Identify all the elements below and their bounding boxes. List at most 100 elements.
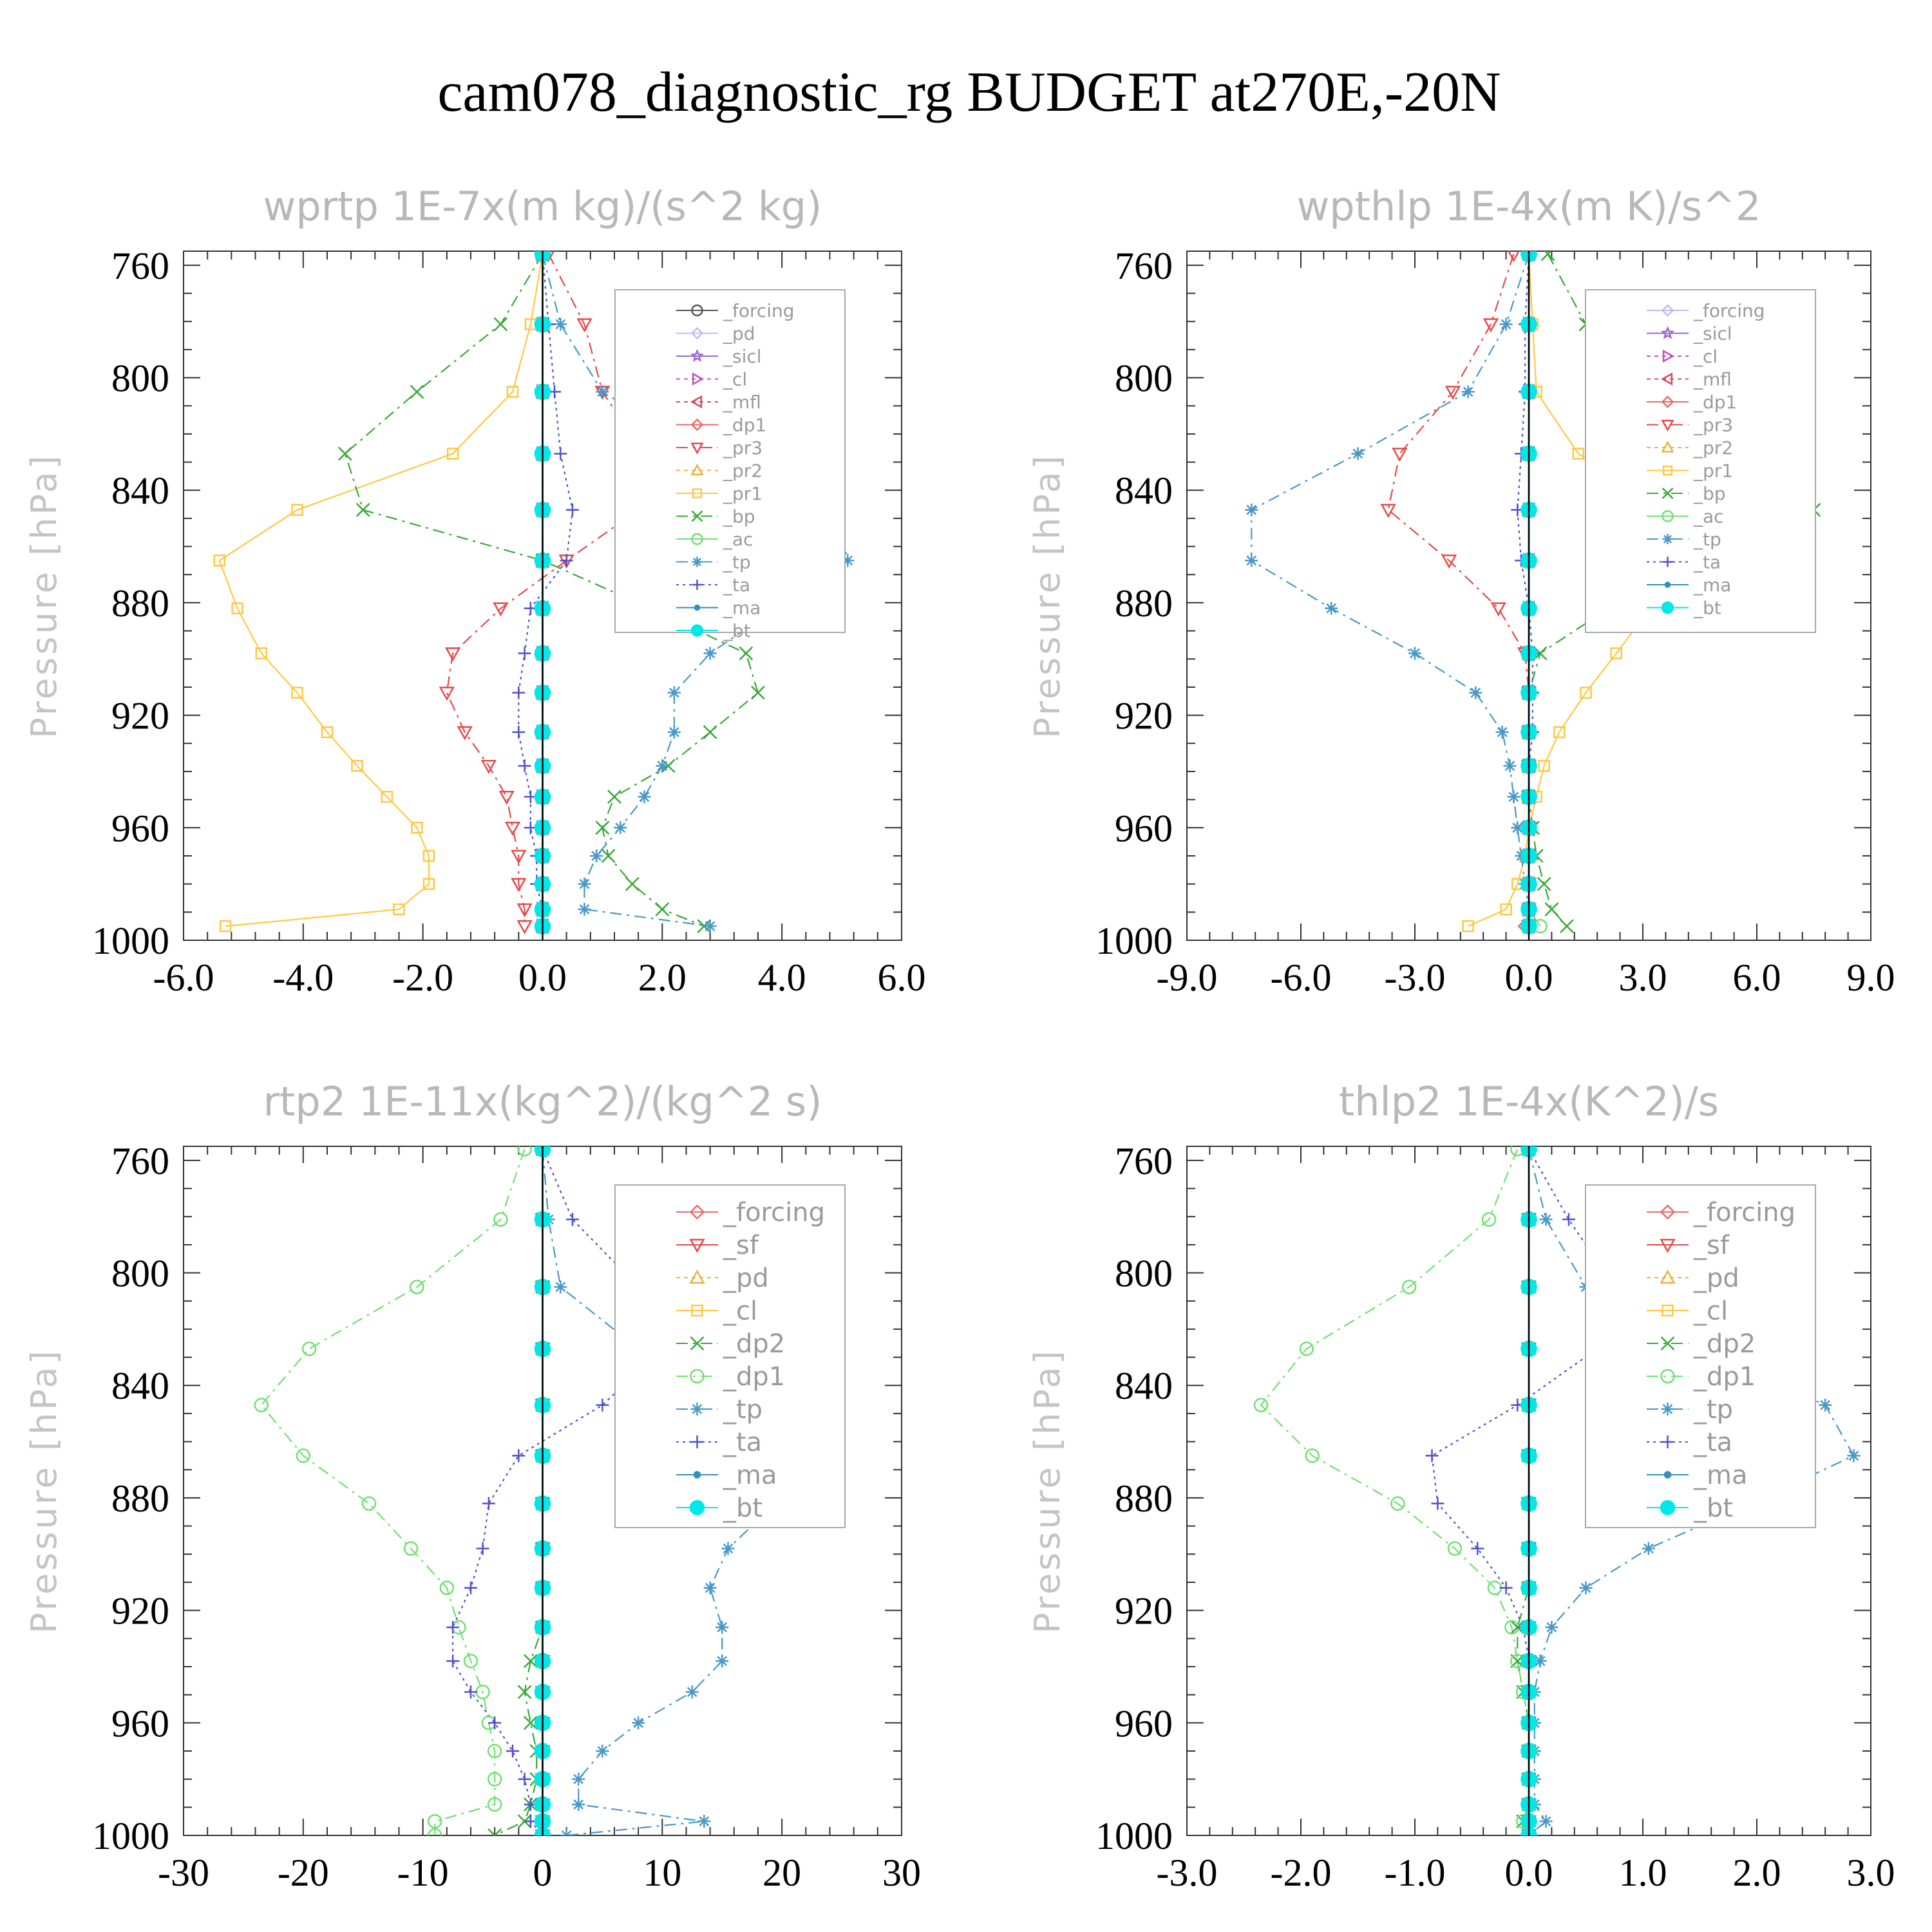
legend-item-ma: _ma — [1647, 1461, 1747, 1490]
x-tick-label: 3.0 — [1847, 1852, 1895, 1894]
legend-label: _dp1 — [1693, 392, 1737, 413]
data-point — [255, 647, 268, 659]
data-point — [518, 647, 531, 660]
data-point — [403, 1541, 419, 1556]
panel-2: wpthlp 1E-4x(m K)/s^2 Pressure [hPa] 760 80… — [1027, 183, 1895, 999]
data-point — [524, 1716, 538, 1730]
data-point — [1503, 759, 1517, 773]
data-point — [667, 725, 681, 739]
legend-marker — [691, 1304, 703, 1317]
data-point — [1819, 1398, 1832, 1412]
legend-label: _dp2 — [1693, 1329, 1756, 1359]
data-point — [607, 790, 621, 804]
panel-title: rtp2 1E-11x(kg^2)/(kg^2 s) — [263, 1078, 822, 1125]
data-point — [656, 759, 669, 773]
data-point — [1507, 251, 1520, 262]
data-point — [1580, 687, 1592, 699]
panel-4: thlp2 1E-4x(K^2)/s Pressure [hPa] 760 800 84… — [1027, 1078, 1895, 1894]
x-tick-label: 0.0 — [1505, 1852, 1553, 1894]
y-tick-label: 760 — [1115, 1140, 1173, 1182]
legend-item-mfl: _mfl — [1647, 368, 1732, 390]
legend-label: _pr1 — [723, 483, 762, 504]
data-point — [554, 447, 567, 460]
legend-label: _forcing — [723, 300, 795, 321]
y-tick-label: 960 — [111, 807, 169, 849]
data-point — [518, 1772, 531, 1786]
x-tick-label: 1.0 — [1619, 1852, 1667, 1894]
legend: _forcing _sf _pd _cl_dp2_dp1_tp _ta _ma _bt — [1585, 1184, 1816, 1528]
data-point — [1401, 1280, 1417, 1294]
data-point — [638, 790, 651, 804]
y-tick-label: 1000 — [92, 1815, 169, 1857]
data-point — [1507, 790, 1520, 804]
plot-area — [254, 1146, 813, 1835]
data-point — [493, 1212, 508, 1227]
figure-title: cam078_diagnostic_rg BUDGET at270E,-20N — [437, 61, 1501, 124]
legend-label: _ac — [1693, 506, 1724, 527]
data-point — [446, 1654, 460, 1668]
x-tick-label: -10 — [397, 1852, 449, 1894]
legend-marker — [1662, 1304, 1674, 1317]
legend-label: _sicl — [723, 346, 762, 367]
legend-label: _tp — [1693, 1395, 1733, 1425]
data-point — [715, 1654, 729, 1668]
y-tick-label: 760 — [111, 245, 169, 287]
data-point — [1562, 1213, 1575, 1226]
data-point — [476, 1542, 489, 1555]
y-tick-label: 920 — [1115, 695, 1173, 737]
legend-marker — [1660, 1238, 1676, 1253]
legend-label: _pr3 — [723, 437, 762, 459]
data-point — [355, 502, 370, 517]
legend-item-tp: _tp — [1647, 1395, 1733, 1425]
data-point — [1553, 726, 1566, 739]
data-point — [614, 821, 627, 835]
legend-item-cl: _cl — [1647, 1296, 1728, 1326]
legend-label: _dp2 — [723, 1329, 785, 1359]
data-point — [446, 448, 459, 460]
data-point — [1471, 1542, 1484, 1555]
legend-marker — [1660, 1368, 1675, 1384]
data-point — [1533, 646, 1548, 661]
legend-label: _bt — [1693, 1493, 1733, 1523]
data-point — [655, 902, 670, 916]
legend-label: _pr3 — [1693, 414, 1733, 435]
data-point — [1390, 1496, 1405, 1511]
series-line-dp1 — [260, 1149, 526, 1835]
data-point — [703, 724, 717, 739]
data-point — [1380, 504, 1396, 518]
y-axis-label: Pressure [hPa] — [1027, 1348, 1068, 1633]
legend-label: _ma — [723, 597, 761, 618]
data-point — [1533, 1654, 1547, 1668]
legend-marker — [1664, 582, 1671, 588]
legend-item-sicl: _sicl — [676, 346, 762, 367]
y-tick-label: 920 — [111, 695, 169, 737]
legend-label: _ma — [1693, 574, 1731, 596]
x-tick-label: 6.0 — [1733, 956, 1781, 999]
data-point — [446, 1620, 460, 1634]
legend-marker — [1660, 326, 1675, 339]
legend-box — [1585, 289, 1816, 633]
legend-item-tp: _tp — [676, 1395, 762, 1425]
data-point — [685, 1685, 699, 1699]
data-point — [512, 725, 526, 739]
legend-label: _ma — [1693, 1461, 1747, 1490]
data-point — [596, 1398, 609, 1412]
legend-label: _dp1 — [723, 1362, 785, 1392]
legend-item-ta: _ta — [1647, 551, 1721, 573]
legend-label: _dp1 — [1693, 1362, 1756, 1392]
legend-marker — [693, 1471, 701, 1479]
y-tick-label: 1000 — [1095, 920, 1173, 962]
legend-item-ma: _ma — [1647, 574, 1731, 596]
data-point — [1579, 1581, 1593, 1595]
data-point — [337, 446, 352, 461]
legend-item-dp1: _dp1 — [1647, 1362, 1756, 1392]
data-point — [1545, 1620, 1558, 1634]
data-point — [1560, 919, 1574, 934]
legend-marker — [694, 604, 701, 611]
legend-item-forcing: _forcing — [1647, 300, 1765, 321]
legend-item-sf: _sf — [1647, 1231, 1730, 1260]
data-point — [511, 849, 527, 864]
data-point — [1495, 725, 1509, 739]
y-axis-label: Pressure [hPa] — [24, 453, 64, 738]
legend-label: _sf — [1693, 1231, 1730, 1260]
